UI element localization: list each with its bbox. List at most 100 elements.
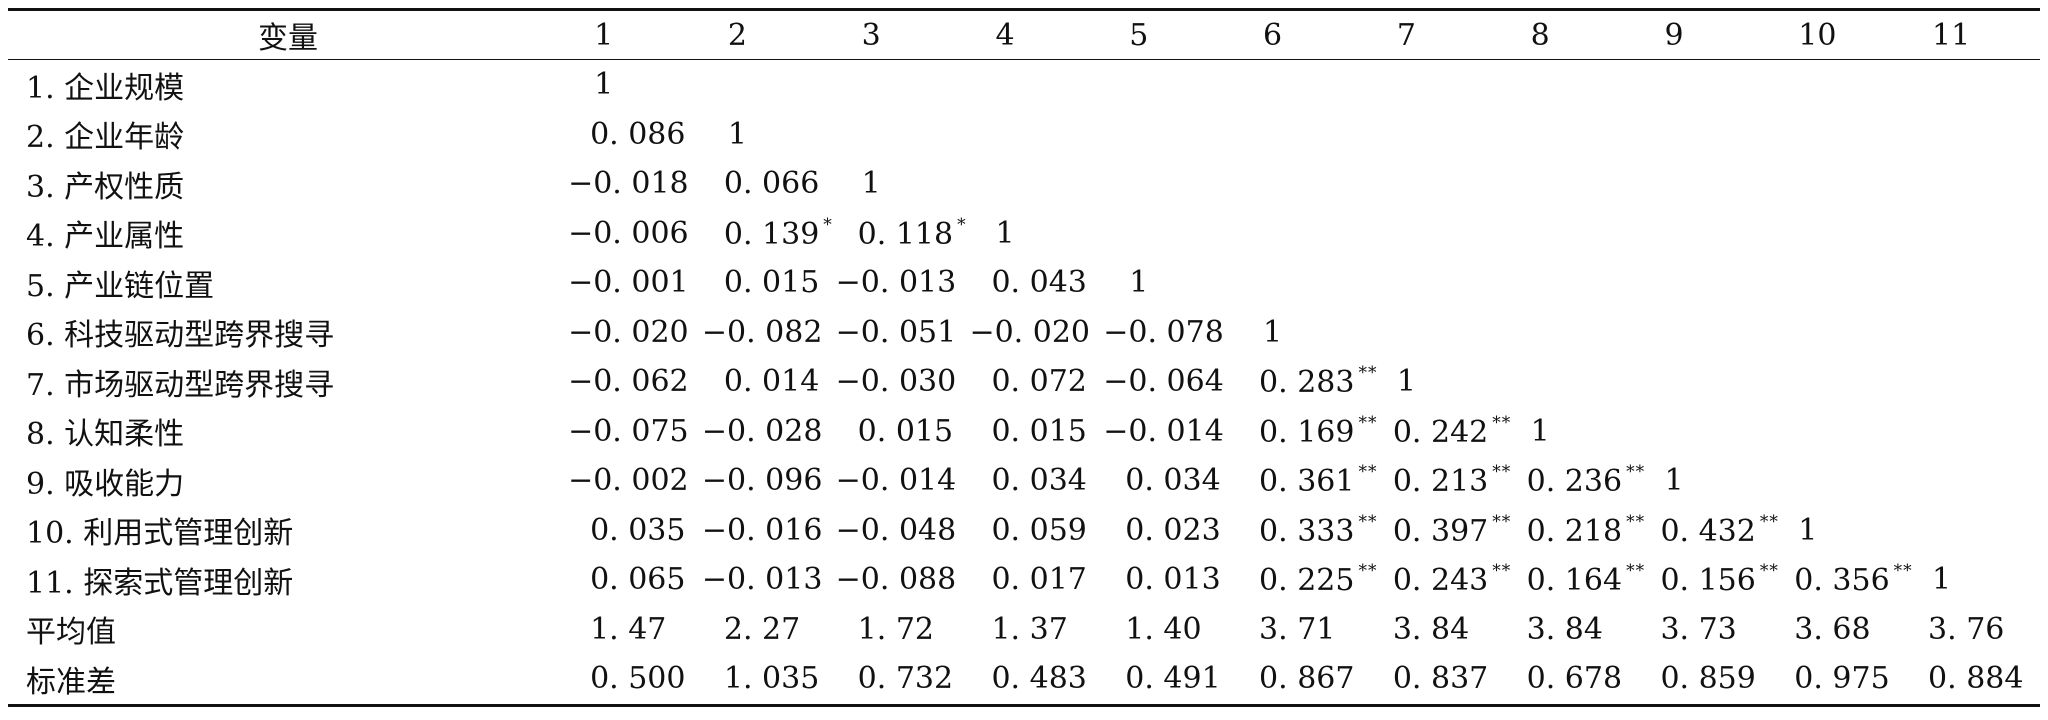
cell-value: 0. 156 — [1660, 563, 1756, 599]
cell-value: 1. 035 — [723, 661, 820, 697]
table-cell — [1772, 357, 1906, 407]
cell-value: 0. 059 — [991, 512, 1087, 548]
table-cell — [1906, 308, 2040, 358]
table-cell — [1103, 60, 1237, 110]
row-label: 2. 企业年龄 — [26, 120, 185, 156]
table-cell: 0. 023 — [1103, 506, 1237, 556]
table-header: 变量 1 2 3 4 5 6 7 8 9 10 11 — [8, 8, 2040, 60]
header-col-6: 6 — [1237, 8, 1371, 60]
cell-value: 0. 283 — [1259, 365, 1355, 401]
table-cell: 1 — [702, 110, 836, 160]
table-cell: 0. 043 — [969, 258, 1103, 308]
cell-value: 0. 859 — [1660, 661, 1756, 697]
table-cell — [1237, 60, 1371, 110]
cell-value: −0. 020 — [568, 314, 689, 350]
table-cell: 0. 236 ** — [1505, 456, 1644, 506]
cell-value: −0. 018 — [568, 166, 689, 202]
cell-value: 0. 225 — [1259, 563, 1355, 599]
table-cell — [969, 110, 1103, 160]
cell-value: 0. 065 — [590, 562, 686, 598]
cell-value: 0. 035 — [590, 512, 686, 548]
row-label: 1. 企业规模 — [26, 70, 185, 106]
cell-value: 0. 086 — [590, 116, 686, 152]
cell-value: 1 — [727, 116, 747, 152]
cell-value: 0. 884 — [1928, 661, 2024, 697]
table-cell: 0. 483 — [969, 654, 1104, 707]
cell-value: −0. 030 — [835, 364, 957, 400]
table-cell: 0. 975 — [1772, 654, 1907, 707]
cell-value: 0. 213 — [1392, 464, 1489, 500]
cell-value: 1 — [1263, 314, 1283, 350]
table-cell: −0. 006 — [568, 209, 702, 259]
cell-value: −0. 075 — [568, 413, 689, 449]
cell-value: −0. 014 — [1103, 413, 1224, 449]
header-col-2: 2 — [701, 8, 836, 60]
header-col-4: 4 — [969, 8, 1104, 60]
cell-value: 0. 333 — [1259, 513, 1355, 549]
cell-value: 0. 975 — [1794, 661, 1890, 697]
table-cell: −0. 014 — [1103, 407, 1237, 457]
table-row: 4. 产业属性 −0. 006 0. 139 * 0. 118 * 1 — [8, 209, 2040, 259]
table-cell — [1237, 159, 1371, 209]
cell-value: −0. 016 — [701, 512, 823, 548]
table-cell: −0. 013 — [702, 555, 836, 605]
cell-value: 3. 73 — [1660, 611, 1737, 647]
cell-value: −0. 013 — [701, 562, 823, 598]
table-cell: 1 — [1772, 506, 1906, 556]
significance-mark: ** — [1492, 561, 1512, 582]
cell-value: 0. 015 — [991, 413, 1087, 449]
cell-value: 0. 867 — [1259, 661, 1355, 697]
significance-mark: ** — [1893, 561, 1913, 582]
table-cell: 0. 732 — [835, 654, 970, 707]
table-cell: 1 — [1505, 407, 1639, 457]
table-cell: 0. 242 ** — [1371, 407, 1510, 457]
table-cell: −0. 018 — [568, 159, 702, 209]
cell-value: 0. 034 — [1125, 463, 1221, 499]
cell-value: 0. 491 — [1125, 661, 1221, 697]
table-cell — [1906, 357, 2040, 407]
table-cell — [1638, 159, 1772, 209]
table-cell: 1 — [568, 60, 702, 110]
table-cell: 0. 884 — [1906, 654, 2040, 707]
table-cell: 3. 73 — [1638, 605, 1772, 655]
header-col-8: 8 — [1504, 8, 1639, 60]
table-cell — [1906, 159, 2040, 209]
table-row: 1. 企业规模 1 — [8, 60, 2040, 110]
cell-value: 0. 066 — [723, 166, 820, 202]
cell-value: 1 — [1932, 562, 1952, 598]
table-cell — [1371, 308, 1505, 358]
significance-mark: ** — [1626, 511, 1646, 532]
table-cell — [1906, 407, 2040, 457]
table-cell — [1638, 308, 1772, 358]
table-cell: −0. 051 — [836, 308, 970, 358]
table-cell — [1505, 110, 1639, 160]
cell-value: 0. 014 — [723, 364, 820, 400]
table-row: 6. 科技驱动型跨界搜寻 −0. 020 −0. 082 −0. 051 −0. 020… — [8, 308, 2040, 358]
table-cell: 0. 017 — [969, 555, 1103, 605]
cell-value: 1. 47 — [590, 611, 667, 647]
table-cell — [702, 60, 836, 110]
table-cell: 1 — [1103, 258, 1237, 308]
table-cell: 0. 867 — [1237, 654, 1371, 707]
cell-value: −0. 048 — [835, 512, 957, 548]
table-cell — [1505, 258, 1639, 308]
table-cell — [1638, 357, 1772, 407]
cell-value: −0. 051 — [835, 314, 957, 350]
table-cell — [1906, 110, 2040, 160]
cell-value: 0. 017 — [991, 562, 1087, 598]
table-cell: 0. 333 ** — [1237, 506, 1376, 556]
table-cell — [1237, 258, 1371, 308]
table-cell: −0. 020 — [969, 308, 1103, 358]
table-row: 9. 吸收能力 −0. 002 −0. 096 −0. 014 0. 034 0. 034… — [8, 456, 2040, 506]
row-label: 3. 产权性质 — [26, 169, 185, 205]
cell-value: 1. 40 — [1125, 611, 1202, 647]
significance-mark: ** — [1759, 511, 1779, 532]
table-cell: 1 — [1638, 456, 1772, 506]
header-col-1: 1 — [568, 8, 702, 60]
table-cell — [1772, 308, 1906, 358]
cell-value: −0. 096 — [701, 463, 823, 499]
cell-value: 0. 678 — [1526, 661, 1623, 697]
cell-value: 0. 242 — [1392, 414, 1489, 450]
table-cell — [1371, 258, 1505, 308]
table-cell: 0. 014 — [702, 357, 836, 407]
